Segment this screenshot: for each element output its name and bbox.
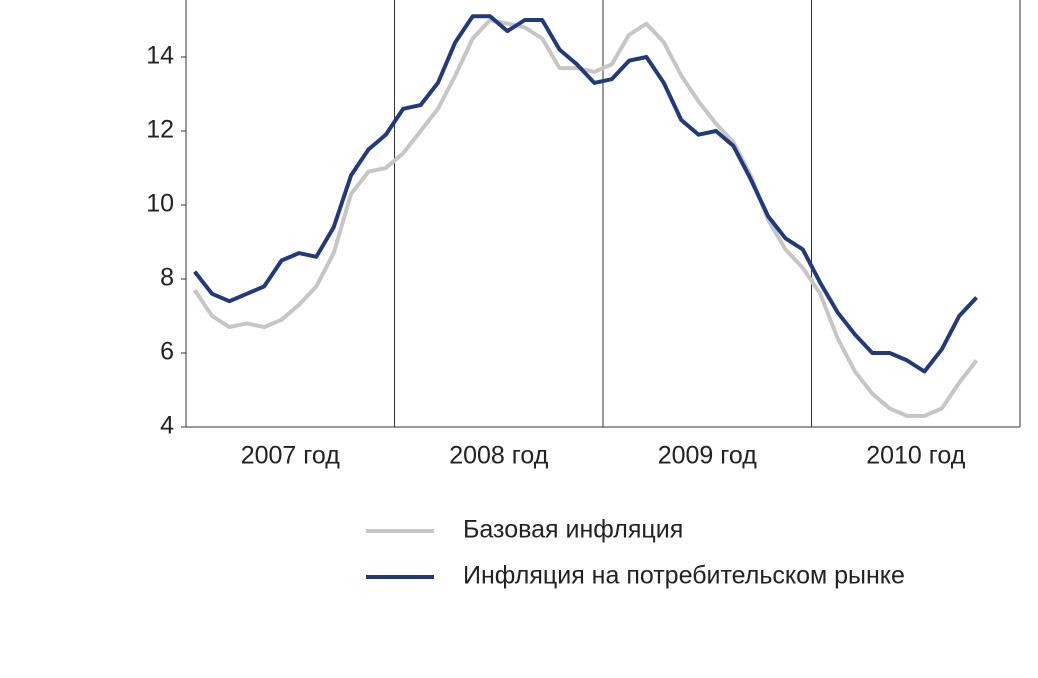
x-tick-label: 2009 год <box>658 442 757 470</box>
x-tick-label: 2007 год <box>241 442 340 470</box>
x-tick-label: 2010 год <box>866 442 965 470</box>
y-tick-label: 10 <box>146 190 174 218</box>
y-tick-label: 6 <box>160 338 174 366</box>
legend-label: Инфляция на потребительском рынке <box>463 562 905 590</box>
y-tick-label: 12 <box>146 116 174 144</box>
series-line <box>193 14 979 374</box>
y-tick-label: 4 <box>160 412 174 440</box>
legend-label: Базовая инфляция <box>463 516 683 544</box>
series-line <box>193 18 979 418</box>
x-tick-label: 2008 год <box>449 442 548 470</box>
y-tick-label: 8 <box>160 264 174 292</box>
y-tick-label: 14 <box>146 42 174 70</box>
